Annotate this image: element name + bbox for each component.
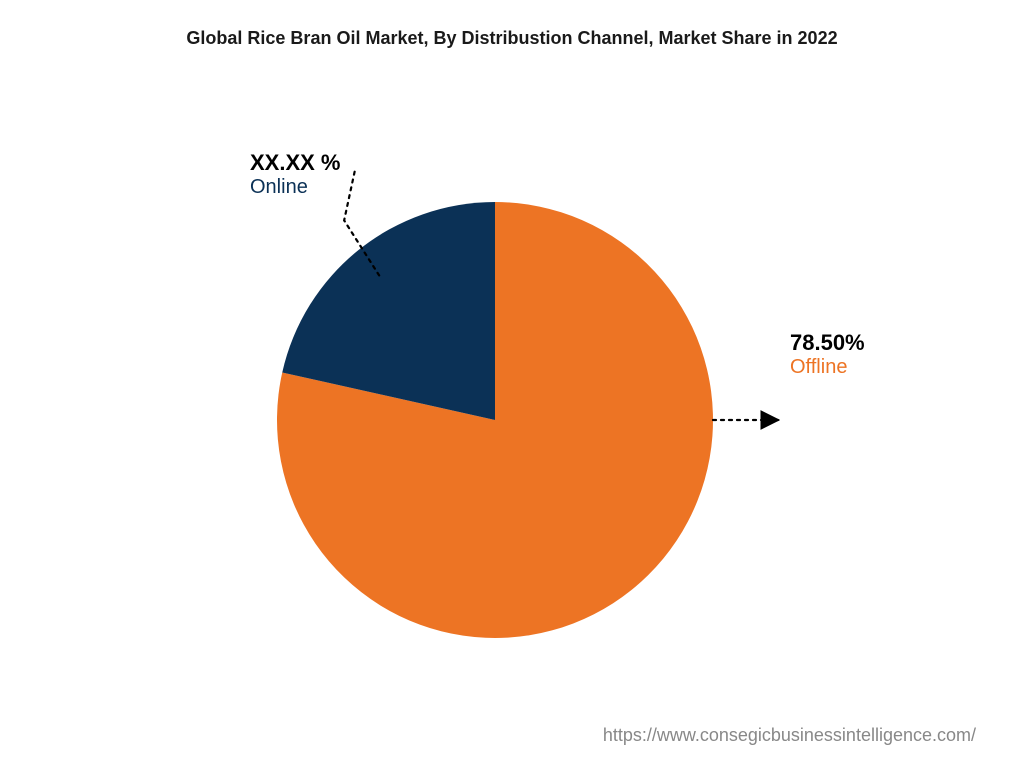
label-online: XX.XX % Online [250,150,340,199]
offline-name: Offline [790,356,865,379]
footer-url: https://www.consegicbusinessintelligence… [603,725,976,746]
online-name: Online [250,176,340,199]
pie-svg [0,0,1024,768]
label-offline: 78.50% Offline [790,330,865,379]
online-percent: XX.XX % [250,150,340,176]
chart-container: Global Rice Bran Oil Market, By Distribu… [0,0,1024,768]
pie-chart [0,0,1024,768]
offline-percent: 78.50% [790,330,865,356]
